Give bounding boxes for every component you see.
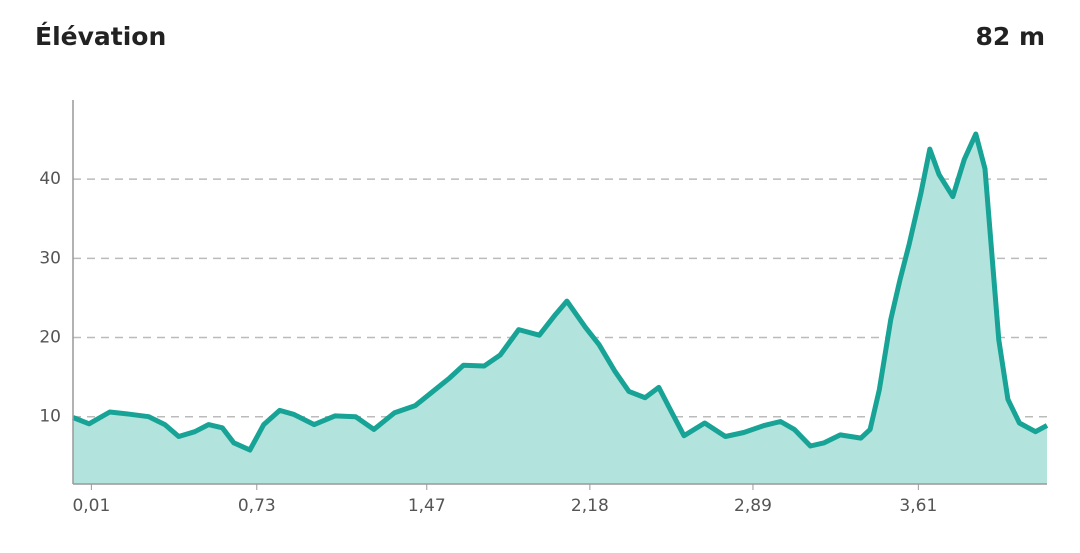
x-tick-label: 2,18 (571, 496, 609, 516)
chart-title: Élévation (35, 22, 166, 51)
x-tick-label: 0,73 (238, 496, 276, 516)
y-tick-label: 30 (39, 248, 61, 268)
y-tick-label: 10 (39, 407, 61, 427)
x-tick-label: 2,89 (734, 496, 772, 516)
elevation-line (72, 131, 1049, 453)
x-tick-label: 3,61 (899, 496, 937, 516)
area-fill (73, 134, 1047, 484)
x-tick-label: 1,47 (408, 496, 446, 516)
y-tick-label: 20 (39, 328, 61, 348)
current-elevation: 82 m (975, 22, 1045, 51)
x-tick-label: 0,01 (72, 496, 110, 516)
y-tick-label: 40 (39, 169, 61, 189)
